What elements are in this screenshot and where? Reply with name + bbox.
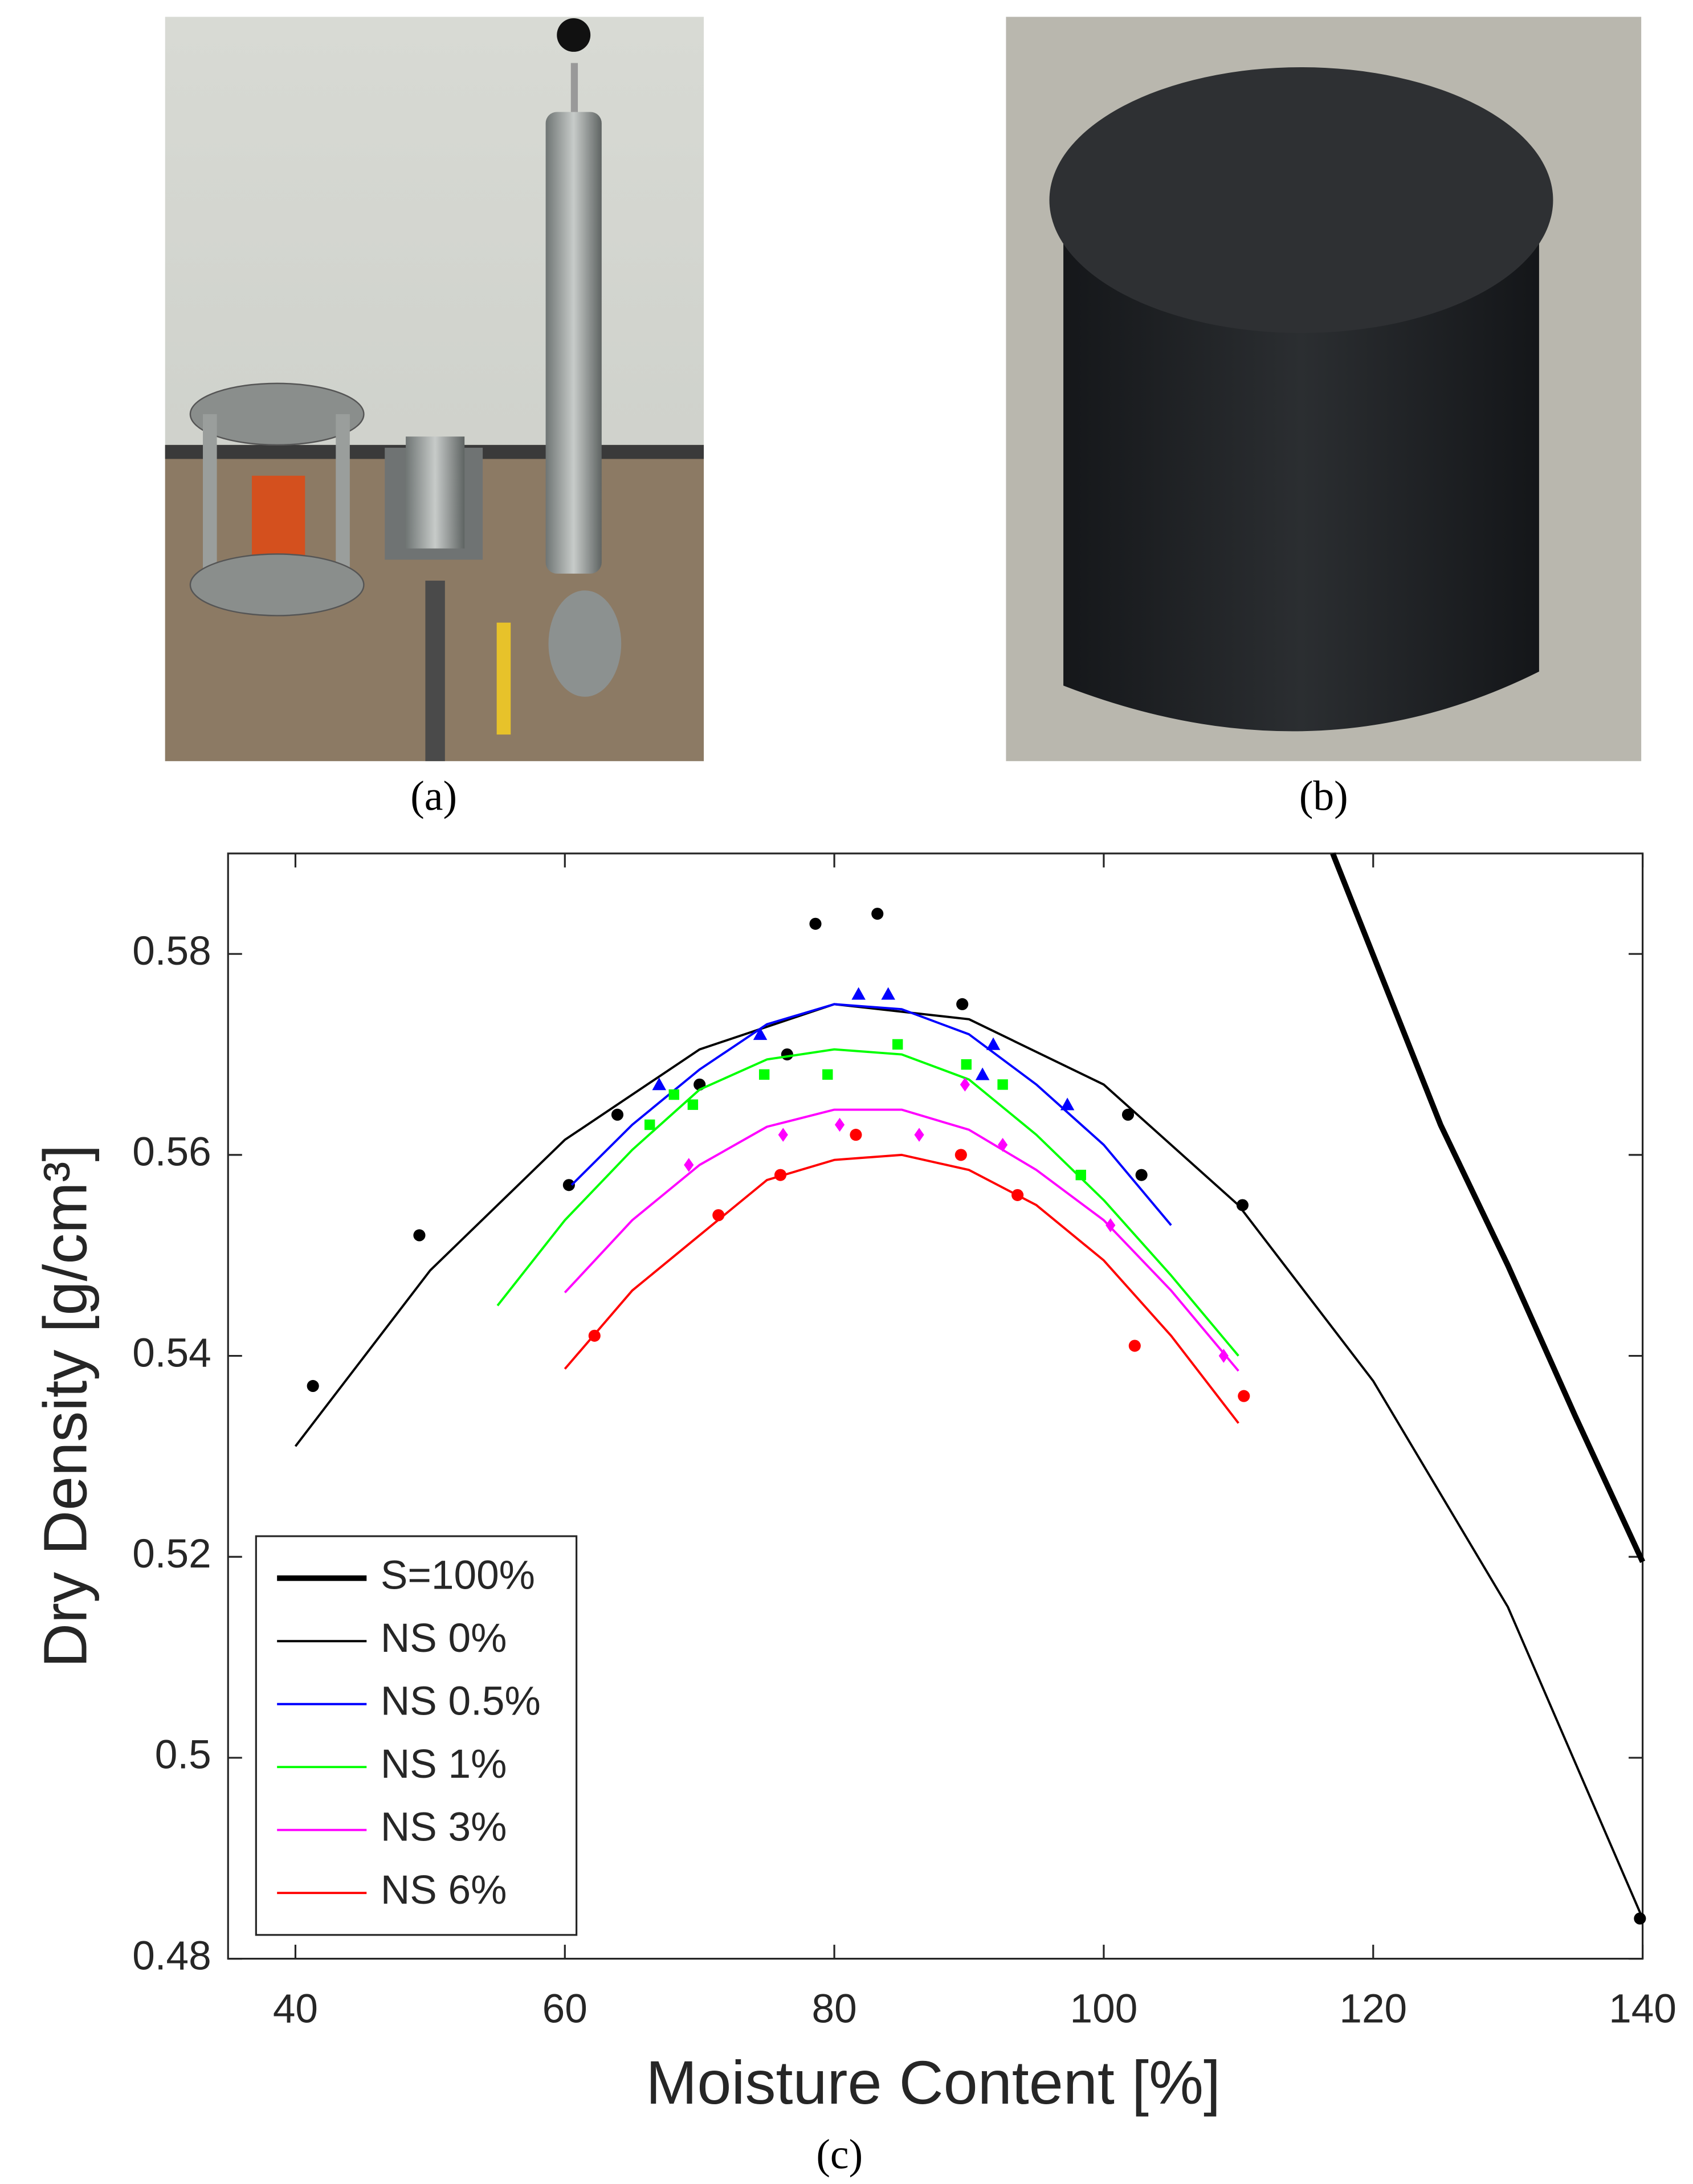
- data-point: [892, 1039, 903, 1050]
- data-point: [834, 1117, 845, 1132]
- data-point: [652, 1077, 667, 1091]
- data-point: [956, 998, 969, 1010]
- data-point: [881, 987, 895, 1000]
- x-tick-label: 120: [1339, 1987, 1407, 2032]
- data-point: [1060, 1097, 1075, 1111]
- panel-label: (a): [410, 772, 457, 819]
- data-point: [781, 1048, 793, 1061]
- data-point: [588, 1329, 601, 1342]
- data-point: [998, 1137, 1008, 1152]
- y-tick-label: 0.5: [155, 1733, 211, 1778]
- legend-label: S=100%: [381, 1553, 535, 1598]
- photo-b: [1006, 17, 1642, 761]
- data-point: [687, 1099, 699, 1110]
- fit-curve: [564, 1108, 1239, 1372]
- data-point: [954, 1149, 967, 1161]
- fit-curve: [564, 1153, 1239, 1424]
- fit-curve: [294, 1003, 1644, 1919]
- data-point: [975, 1067, 990, 1080]
- legend-label: NS 0%: [381, 1616, 507, 1661]
- panel-label: (c): [816, 2131, 863, 2178]
- x-tick-label: 60: [542, 1987, 588, 2032]
- data-point: [851, 987, 866, 1000]
- legend-label: NS 3%: [381, 1805, 507, 1850]
- data-point: [1121, 1108, 1135, 1121]
- data-point: [684, 1158, 694, 1172]
- y-tick-label: 0.52: [132, 1532, 211, 1577]
- fit-curve: [1330, 852, 1646, 1564]
- data-point: [914, 1128, 924, 1142]
- x-tick-label: 40: [273, 1987, 318, 2032]
- y-axis-label: Dry Density [g/cm³]: [30, 1145, 99, 1668]
- photo-a: [165, 17, 704, 761]
- data-point: [753, 1027, 768, 1040]
- data-point: [668, 1089, 679, 1100]
- data-point: [712, 1209, 725, 1222]
- data-point: [997, 1079, 1008, 1090]
- data-point: [778, 1128, 788, 1142]
- data-point: [307, 1379, 319, 1393]
- data-point: [1135, 1169, 1148, 1181]
- x-tick-label: 80: [812, 1987, 857, 2032]
- y-tick-label: 0.48: [132, 1933, 211, 1978]
- data-point: [809, 917, 822, 930]
- data-point: [1128, 1340, 1141, 1352]
- data-point: [850, 1129, 862, 1141]
- x-tick-label: 140: [1609, 1987, 1676, 2032]
- data-point: [871, 908, 884, 920]
- data-point: [1011, 1189, 1024, 1201]
- data-point: [960, 1077, 970, 1092]
- y-tick-label: 0.56: [132, 1130, 211, 1175]
- y-tick-label: 0.58: [132, 929, 211, 974]
- fit-curve: [496, 1048, 1239, 1357]
- x-tick-label: 100: [1070, 1987, 1138, 2032]
- data-point: [413, 1229, 426, 1242]
- data-point: [986, 1037, 1001, 1050]
- data-point: [961, 1059, 972, 1070]
- data-point: [562, 1179, 575, 1191]
- y-tick-label: 0.54: [132, 1330, 211, 1375]
- fit-curve: [570, 1003, 1172, 1226]
- data-point: [758, 1069, 770, 1080]
- panel-label: (b): [1299, 772, 1348, 819]
- data-point: [822, 1069, 833, 1080]
- data-point: [1238, 1390, 1250, 1402]
- data-point: [611, 1108, 624, 1121]
- data-point: [1105, 1218, 1116, 1232]
- data-point: [1218, 1349, 1229, 1363]
- legend-label: NS 0.5%: [381, 1679, 541, 1724]
- data-point: [1236, 1199, 1249, 1211]
- legend-label: NS 6%: [381, 1868, 507, 1913]
- legend-box: [255, 1535, 578, 1936]
- data-point: [1075, 1169, 1086, 1181]
- data-point: [644, 1119, 655, 1130]
- data-point: [774, 1169, 787, 1181]
- data-point: [1634, 1912, 1646, 1925]
- legend-label: NS 1%: [381, 1742, 507, 1787]
- x-axis-label: Moisture Content [%]: [646, 2048, 1221, 2117]
